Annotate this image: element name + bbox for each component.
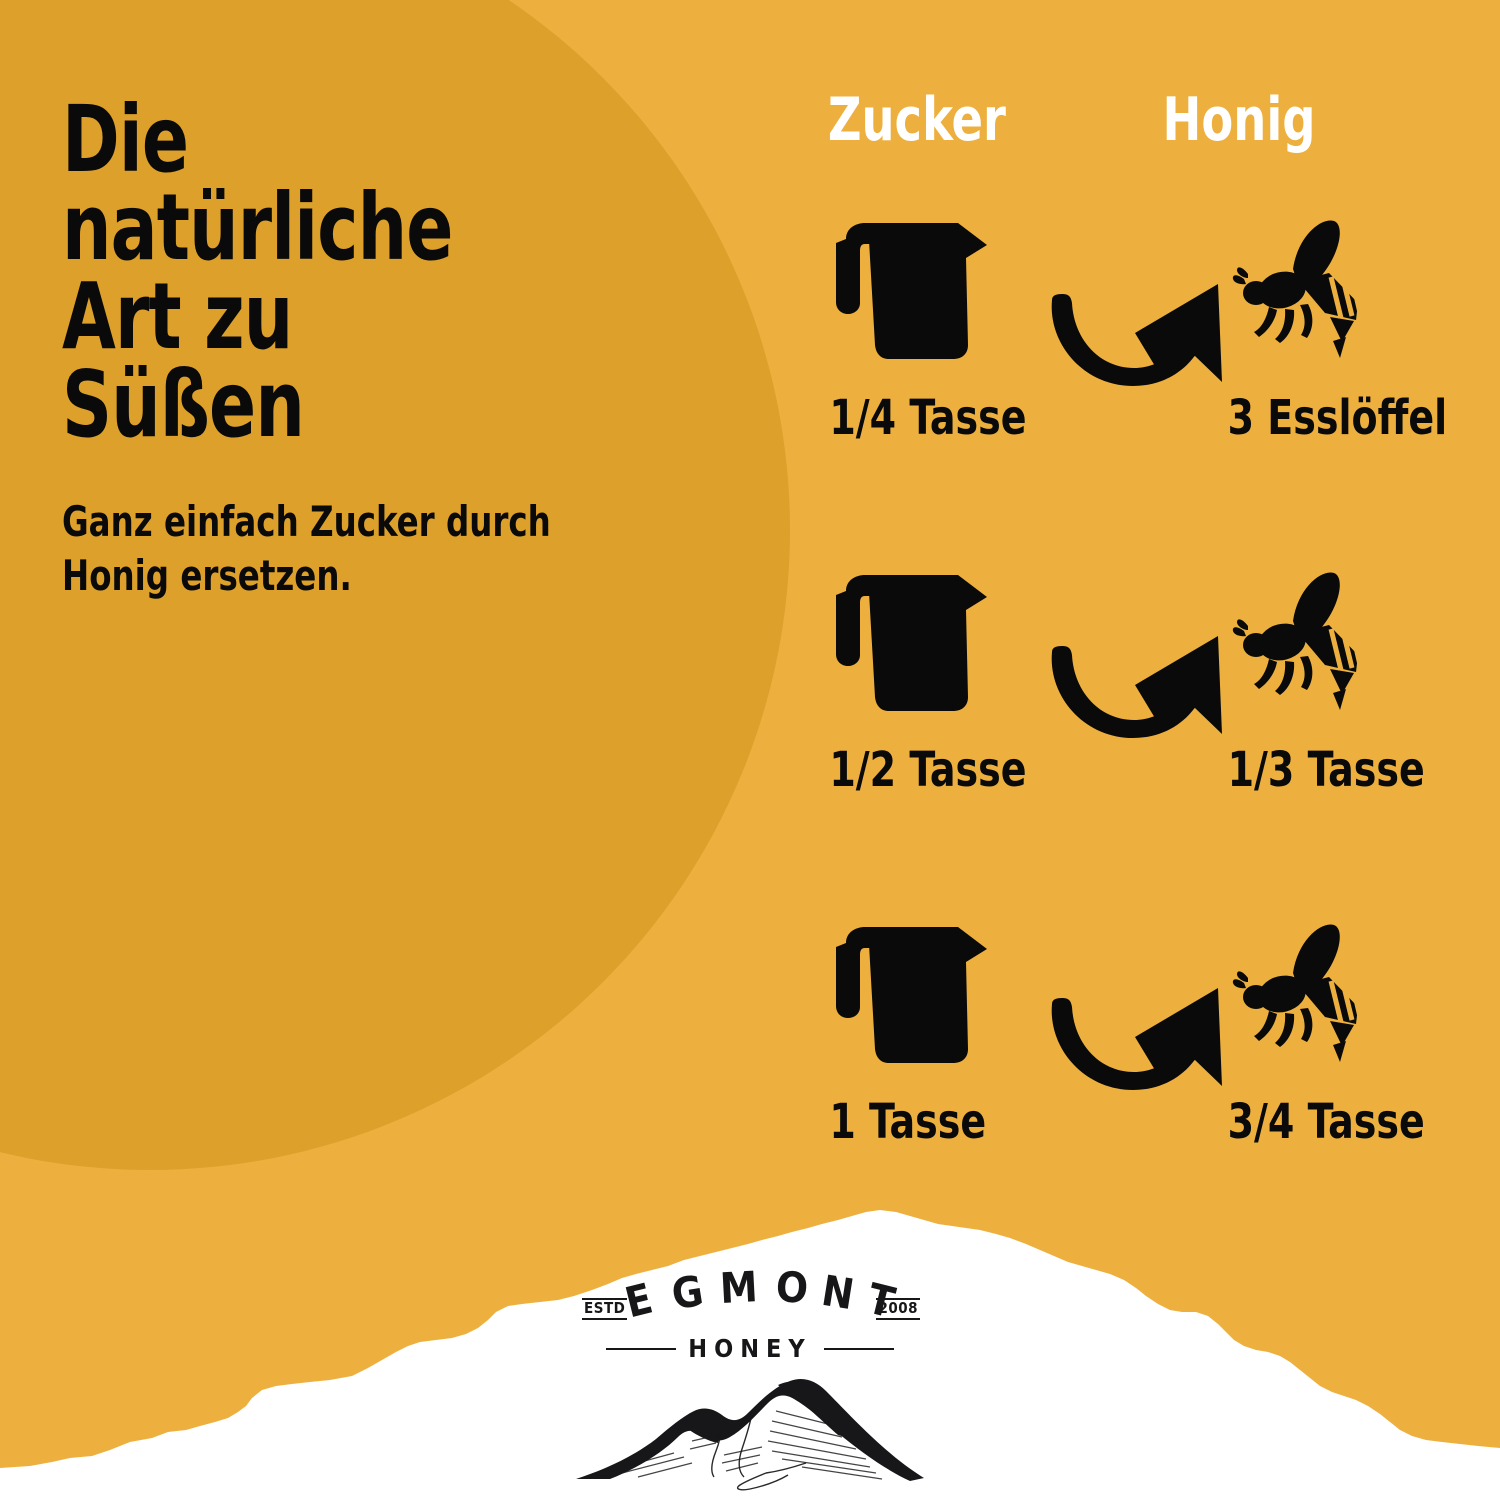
established-year: 2008 [876,1298,920,1320]
column-header-honey: Honig [1162,85,1316,155]
brand-logo: ESTD E G M O N T 2008 HONEY [0,1250,1500,1500]
brand-product-line: HONEY [606,1334,894,1363]
honey-amount-label: 1/3 Tasse [1227,742,1425,798]
brand-wordmark: ESTD E G M O N T 2008 [580,1262,920,1334]
sugar-amount-label: 1/2 Tasse [829,742,1027,798]
mountain-icon [570,1367,930,1500]
curved-arrow-icon [1040,270,1260,415]
curved-arrow-icon [1040,974,1260,1119]
bee-icon [1210,212,1460,372]
curved-arrow-icon [1040,622,1260,767]
honey-cell: 3 Esslöffel [1210,212,1460,442]
bee-icon [1210,564,1460,724]
estd-label: ESTD [582,1298,628,1320]
bee-icon [1210,916,1460,1076]
sugar-amount-label: 1 Tasse [829,1094,987,1150]
measuring-cup-icon [810,212,1060,372]
table-row: 1/2 Tasse [790,564,1450,916]
column-header-sugar: Zucker [827,85,1006,155]
headline-block: Die natürliche Art zu Süßen Ganz einfach… [62,86,692,603]
page-subtitle: Ganz einfach Zucker durch Honig ersetzen… [62,497,551,600]
table-header-row: Zucker Honig [790,90,1450,150]
sugar-cell: 1/4 Tasse [810,212,1060,442]
honey-amount-label: 3/4 Tasse [1227,1094,1425,1150]
page-title: Die natürliche Art zu Süßen [62,86,453,458]
brand-letter: G [668,1265,707,1320]
logo-rule-left [606,1347,677,1350]
torn-paper-footer [0,1200,1500,1500]
honey-cell: 3/4 Tasse [1210,916,1460,1146]
honey-amount-label: 3 Esslöffel [1227,390,1448,446]
conversion-table: Zucker Honig 1/4 Tasse [790,90,1450,1268]
brand-letter: M [718,1262,759,1313]
brand-letter: N [818,1265,858,1320]
sugar-cell: 1 Tasse [810,916,1060,1146]
measuring-cup-icon [810,564,1060,724]
honey-cell: 1/3 Tasse [1210,564,1460,794]
logo-rule-right [823,1347,894,1350]
brand-letter: O [774,1262,810,1313]
sugar-cell: 1/2 Tasse [810,564,1060,794]
sugar-amount-label: 1/4 Tasse [829,390,1027,446]
measuring-cup-icon [810,916,1060,1076]
table-row: 1 Tasse [790,916,1450,1268]
table-row: 1/4 Tasse [790,212,1450,564]
brand-product-label: HONEY [688,1334,812,1363]
